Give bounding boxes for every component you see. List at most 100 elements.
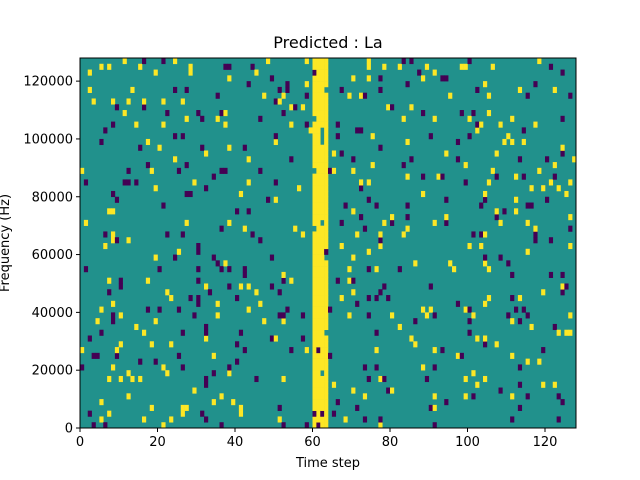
heatmap-cell <box>537 58 542 65</box>
heatmap-cell <box>312 214 317 221</box>
heatmap-cell <box>103 127 108 134</box>
heatmap-cell <box>320 173 325 180</box>
heatmap-cell <box>126 98 131 105</box>
heatmap-cell <box>463 375 468 383</box>
heatmap-cell <box>421 190 426 198</box>
heatmap-cell <box>548 179 554 186</box>
heatmap-cell <box>180 364 185 371</box>
heatmap-cell <box>405 138 410 146</box>
heatmap-cell <box>483 231 488 238</box>
heatmap-cell <box>444 150 449 157</box>
heatmap-cell <box>215 260 220 267</box>
heatmap-cell <box>227 144 232 151</box>
heatmap-cell <box>324 312 329 319</box>
heatmap-cell <box>324 127 329 134</box>
heatmap-cell <box>401 115 406 122</box>
heatmap-cell <box>382 283 387 290</box>
heatmap-cell <box>316 58 321 65</box>
heatmap-cell <box>231 399 236 406</box>
heatmap-cell <box>316 237 321 244</box>
heatmap-cell <box>312 341 317 348</box>
heatmap-cell <box>153 69 158 76</box>
heatmap-cell <box>277 86 282 93</box>
heatmap-cell <box>378 86 383 93</box>
heatmap-cell <box>281 422 286 429</box>
heatmap-cell <box>161 58 166 65</box>
heatmap-cell <box>161 121 166 128</box>
heatmap-cell <box>510 115 515 122</box>
heatmap-cell <box>467 115 472 122</box>
heatmap-cell <box>316 375 321 383</box>
heatmap-cell <box>347 92 352 99</box>
heatmap-cell <box>324 156 329 163</box>
heatmap-cell <box>428 133 433 140</box>
heatmap-cell <box>114 347 120 354</box>
heatmap-cell <box>444 399 449 406</box>
heatmap-cell <box>316 306 321 313</box>
heatmap-cell <box>312 277 317 284</box>
heatmap-cell <box>320 150 325 157</box>
heatmap-cell <box>347 266 352 273</box>
heatmap-cell <box>351 387 356 394</box>
heatmap-cell <box>382 63 387 70</box>
heatmap-cell <box>486 266 492 273</box>
heatmap-cell <box>316 127 321 134</box>
heatmap-cell <box>320 352 325 359</box>
heatmap-cell <box>498 254 503 261</box>
heatmap-cell <box>176 167 182 174</box>
heatmap-cell <box>269 283 275 290</box>
heatmap-cell <box>568 225 573 232</box>
heatmap-cell <box>204 416 209 423</box>
heatmap-cell <box>320 86 325 93</box>
heatmap-cell <box>432 347 437 354</box>
heatmap-cell <box>173 156 178 163</box>
heatmap-cell <box>91 98 96 105</box>
heatmap-cell <box>316 347 321 354</box>
heatmap-cell <box>145 138 151 146</box>
heatmap-cell <box>316 341 321 348</box>
heatmap-cell <box>444 214 449 221</box>
y-tick-label: 20000 <box>32 364 73 379</box>
heatmap-cell <box>320 190 325 198</box>
heatmap-cell <box>184 190 189 198</box>
heatmap-cell <box>312 393 317 400</box>
heatmap-cell <box>386 104 391 111</box>
heatmap-cell <box>467 306 472 313</box>
heatmap-cell <box>328 352 333 359</box>
heatmap-cell <box>188 69 193 76</box>
heatmap-cell <box>510 271 515 278</box>
heatmap-cell <box>312 69 317 76</box>
heatmap-cell <box>316 167 321 174</box>
heatmap-cell <box>351 277 356 284</box>
heatmap-cell <box>533 231 538 238</box>
heatmap-cell <box>200 115 205 122</box>
heatmap-cell <box>99 329 104 336</box>
heatmap-cell <box>312 58 317 65</box>
heatmap-cell <box>463 179 468 186</box>
heatmap-cell <box>196 110 201 117</box>
heatmap-cell <box>362 92 368 99</box>
heatmap-cell <box>149 404 154 411</box>
heatmap-cell <box>223 63 228 70</box>
heatmap-cell <box>432 393 437 400</box>
heatmap-cell <box>320 271 325 278</box>
heatmap-cell <box>254 289 259 296</box>
heatmap-cell <box>386 387 391 394</box>
heatmap-cell <box>130 86 135 93</box>
heatmap-cell <box>312 179 317 186</box>
heatmap-cell <box>320 295 325 302</box>
heatmap-cell <box>483 254 488 261</box>
heatmap-cell <box>176 352 182 359</box>
heatmap-cell <box>312 133 317 140</box>
heatmap-cell <box>320 312 325 319</box>
heatmap-cell <box>215 92 220 99</box>
heatmap-cell <box>165 231 170 238</box>
heatmap-cell <box>246 156 251 163</box>
heatmap-cell <box>289 277 294 284</box>
heatmap-cell <box>173 254 178 261</box>
heatmap-cell <box>180 410 185 417</box>
heatmap-cell <box>316 295 321 302</box>
heatmap-cell <box>324 173 329 180</box>
heatmap-cell <box>409 104 414 111</box>
heatmap-cell <box>219 225 224 232</box>
